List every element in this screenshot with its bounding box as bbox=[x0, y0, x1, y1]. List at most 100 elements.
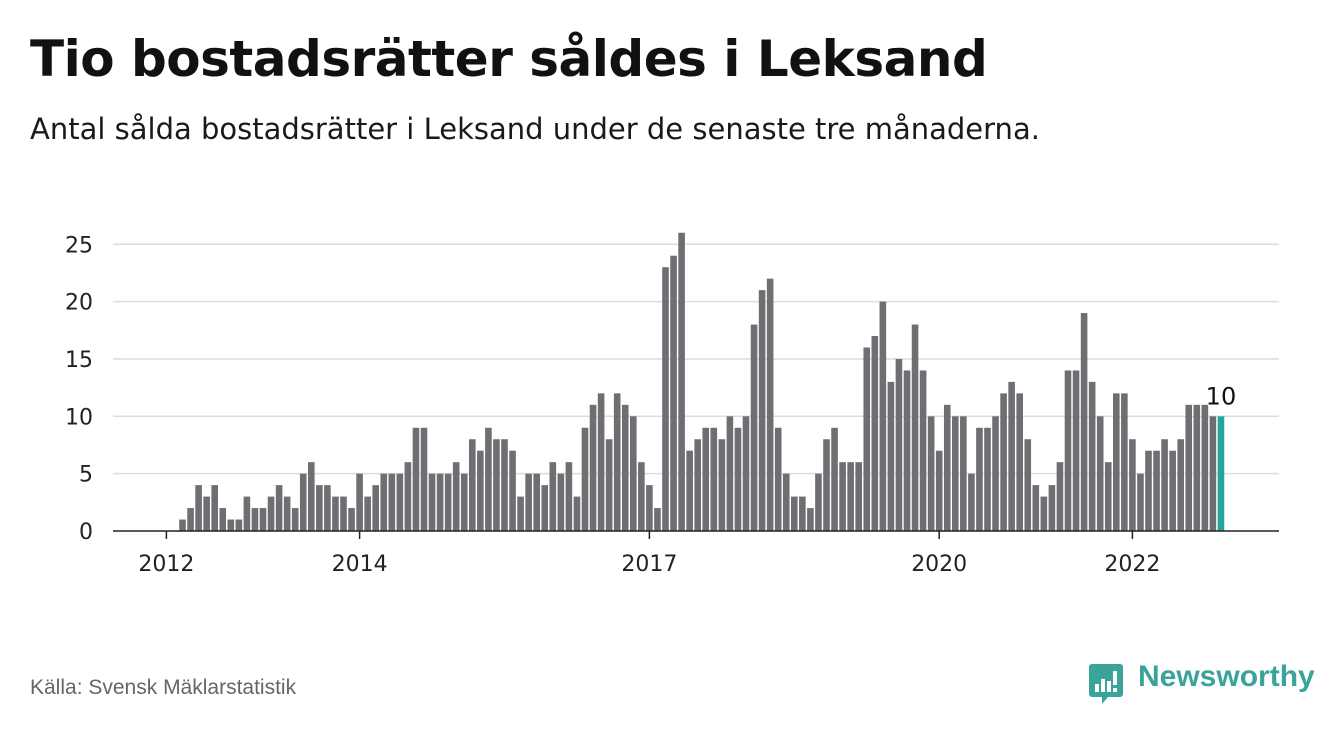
bar bbox=[436, 473, 444, 531]
bar bbox=[493, 439, 500, 531]
x-tick-label: 2022 bbox=[1104, 552, 1160, 577]
bar bbox=[871, 336, 879, 531]
bar bbox=[404, 462, 412, 531]
y-tick-label: 10 bbox=[65, 405, 93, 430]
bar bbox=[1016, 393, 1023, 531]
bar bbox=[485, 427, 492, 531]
bar bbox=[412, 427, 420, 531]
bar bbox=[952, 416, 959, 531]
y-tick-label: 20 bbox=[65, 291, 93, 316]
bar bbox=[927, 416, 935, 531]
bar bbox=[1080, 313, 1088, 531]
bar bbox=[573, 496, 581, 531]
bar bbox=[911, 324, 919, 531]
bar bbox=[823, 439, 830, 531]
bar bbox=[815, 473, 822, 531]
bar bbox=[316, 485, 323, 531]
bar bbox=[308, 462, 315, 531]
bar bbox=[710, 427, 718, 531]
bar bbox=[1137, 473, 1144, 531]
bar bbox=[517, 496, 524, 531]
bar bbox=[750, 324, 758, 531]
bar bbox=[646, 485, 653, 531]
bar bbox=[348, 508, 355, 531]
bar bbox=[283, 496, 291, 531]
chart-subtitle: Antal sålda bostadsrätter i Leksand unde… bbox=[30, 112, 1040, 146]
bar bbox=[605, 439, 613, 531]
bar bbox=[1153, 450, 1160, 531]
bar bbox=[1104, 462, 1112, 531]
bar-chart: 0 5 10 15 20 25 10 2012 2014 2017 2020 2022 bbox=[65, 232, 1279, 577]
bar bbox=[509, 450, 516, 531]
bar bbox=[774, 427, 782, 531]
bar bbox=[976, 427, 983, 531]
bar bbox=[235, 519, 243, 531]
bar bbox=[380, 473, 388, 531]
bar bbox=[621, 404, 629, 531]
bar bbox=[340, 496, 347, 531]
y-tick-label: 0 bbox=[79, 520, 93, 545]
bar bbox=[839, 462, 846, 531]
bar bbox=[807, 508, 814, 531]
brand-name: Newsworthy bbox=[1138, 660, 1315, 693]
bar bbox=[1008, 381, 1015, 531]
bar bbox=[742, 416, 750, 531]
bar bbox=[597, 393, 605, 531]
bar bbox=[694, 439, 701, 531]
bar bbox=[259, 508, 267, 531]
chart-title: Tio bostadsrätter såldes i Leksand bbox=[30, 30, 988, 88]
bar bbox=[477, 450, 484, 531]
bar bbox=[396, 473, 404, 531]
bar bbox=[1000, 393, 1007, 531]
bar bbox=[782, 473, 790, 531]
bar bbox=[638, 462, 645, 531]
bar bbox=[251, 508, 259, 531]
x-tick-label: 2014 bbox=[332, 552, 388, 577]
bar bbox=[1121, 393, 1128, 531]
bar bbox=[863, 347, 871, 531]
bar bbox=[1185, 404, 1193, 531]
x-tick-label: 2020 bbox=[911, 552, 967, 577]
bar bbox=[581, 427, 589, 531]
bar bbox=[227, 519, 235, 531]
bar bbox=[1088, 381, 1096, 531]
x-tick-label: 2012 bbox=[138, 552, 194, 577]
bar bbox=[847, 462, 854, 531]
bar bbox=[275, 485, 283, 531]
bar bbox=[1201, 404, 1209, 531]
bar bbox=[758, 290, 766, 531]
bar bbox=[1096, 416, 1104, 531]
bar bbox=[613, 393, 621, 531]
bar bbox=[984, 427, 991, 531]
bar bbox=[855, 462, 862, 531]
bar bbox=[549, 462, 557, 531]
bar bbox=[565, 462, 573, 531]
bar bbox=[887, 381, 895, 531]
bar bbox=[372, 485, 379, 531]
bar bbox=[525, 473, 532, 531]
bar bbox=[670, 255, 677, 531]
bar bbox=[501, 439, 508, 531]
bar bbox=[992, 416, 999, 531]
bar bbox=[557, 473, 565, 531]
bar bbox=[1169, 450, 1176, 531]
bar bbox=[1161, 439, 1168, 531]
bar bbox=[903, 370, 911, 531]
bar bbox=[332, 496, 339, 531]
bar bbox=[187, 508, 194, 531]
bar bbox=[630, 416, 637, 531]
bar bbox=[726, 416, 734, 531]
data-label: 10 bbox=[1206, 382, 1237, 410]
bar bbox=[179, 519, 186, 531]
bar bbox=[895, 358, 903, 531]
newsworthy-logo-icon bbox=[1089, 664, 1123, 704]
bar bbox=[1064, 370, 1072, 531]
bar bbox=[935, 450, 943, 531]
bar bbox=[1056, 462, 1064, 531]
bar bbox=[1177, 439, 1184, 531]
bar bbox=[420, 427, 428, 531]
bar bbox=[1193, 404, 1201, 531]
y-tick-label: 25 bbox=[65, 233, 93, 258]
source-note: Källa: Svensk Mäklarstatistik bbox=[30, 676, 297, 699]
bar bbox=[469, 439, 476, 531]
